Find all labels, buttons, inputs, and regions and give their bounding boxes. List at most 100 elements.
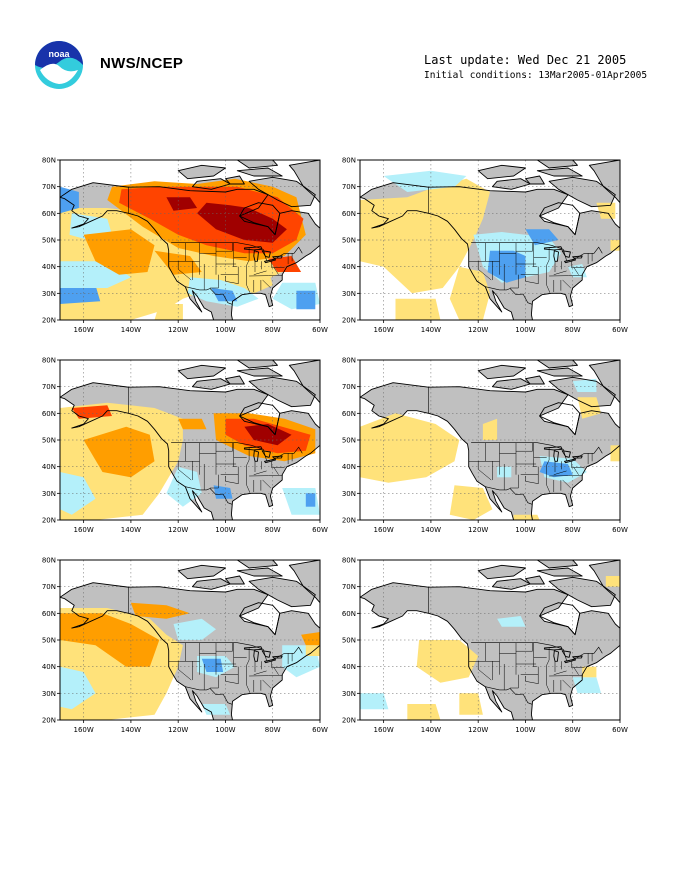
lat-tick-label: 30N: [342, 690, 356, 698]
coastline: [60, 582, 320, 720]
arctic-island: [178, 165, 226, 179]
greenland: [289, 160, 320, 203]
lat-tick-label: 20N: [42, 717, 56, 725]
state-border: [210, 474, 219, 489]
lat-tick-label: 30N: [42, 690, 56, 698]
coastline: [477, 164, 526, 180]
border-line: [485, 686, 533, 705]
arctic-island: [492, 178, 531, 190]
lon-tick-label: 60W: [612, 326, 628, 334]
border-line: [471, 442, 603, 462]
great-lake: [243, 446, 263, 451]
state-border: [533, 642, 537, 667]
coastline: [525, 575, 545, 585]
greenland: [589, 160, 620, 203]
state-border: [246, 648, 250, 676]
state-border: [562, 679, 571, 689]
lat-tick-label: 20N: [42, 517, 56, 525]
great-lake: [553, 450, 559, 462]
coastline: [177, 364, 226, 380]
state-border: [273, 267, 279, 275]
state-border: [216, 442, 233, 452]
lat-tick-label: 20N: [42, 317, 56, 325]
initial-conditions-text: Initial conditions: 13Mar2005-01Apr2005: [424, 70, 648, 81]
border-line: [471, 642, 603, 662]
lon-tick-label: 160W: [373, 326, 393, 334]
state-border: [246, 476, 251, 493]
anomaly-light-blue: [173, 618, 216, 640]
anomaly-blue: [296, 290, 316, 310]
great-lake: [561, 650, 571, 658]
lon-tick-label: 80W: [265, 526, 281, 534]
anomaly-blue: [201, 658, 224, 672]
greenland: [289, 560, 320, 603]
anomaly-red-orange: [268, 256, 302, 272]
hudson-bay: [239, 402, 281, 436]
coastline: [588, 560, 620, 604]
state-border: [216, 642, 233, 652]
state-border: [516, 442, 533, 452]
lat-tick-label: 60N: [342, 210, 356, 218]
great-lake: [261, 450, 271, 458]
lat-tick-label: 60N: [42, 410, 56, 418]
state-border: [546, 648, 550, 676]
lat-tick-label: 50N: [42, 437, 56, 445]
coastline: [588, 160, 620, 204]
coastline: [191, 378, 231, 390]
great-lake: [553, 650, 559, 662]
anomaly-light-orange: [395, 298, 441, 320]
land-neutral: [360, 582, 620, 720]
anomaly-light-blue: [360, 693, 389, 710]
hudson-bay: [239, 602, 281, 636]
anomaly-light-orange: [610, 240, 620, 251]
coastline: [536, 167, 583, 177]
state-border: [233, 642, 237, 667]
lat-tick-label: 80N: [42, 357, 56, 365]
anomaly-light-blue: [60, 666, 96, 710]
great-lake: [553, 250, 559, 262]
state-border: [210, 274, 219, 289]
lon-tick-label: 100W: [515, 526, 535, 534]
lon-tick-label: 140W: [121, 526, 141, 534]
lat-tick-label: 70N: [342, 183, 356, 191]
anomaly-light-orange: [605, 576, 620, 587]
anomaly-light-orange: [596, 202, 616, 219]
state-border: [216, 242, 233, 252]
last-update-text: Last update: Wed Dec 21 2005: [424, 53, 627, 67]
great-lake: [243, 246, 263, 251]
lat-tick-label: 30N: [42, 290, 56, 298]
lat-tick-label: 50N: [42, 637, 56, 645]
anomaly-light-blue: [60, 472, 96, 515]
lon-tick-label: 80W: [265, 326, 281, 334]
anomaly-light-orange: [482, 418, 498, 440]
lon-tick-label: 120W: [168, 526, 188, 534]
lat-tick-label: 40N: [342, 663, 356, 671]
state-border: [177, 261, 192, 281]
coastline: [236, 560, 278, 569]
coastline: [360, 382, 620, 520]
coastline: [536, 367, 583, 377]
lat-tick-label: 80N: [342, 357, 356, 365]
state-border: [525, 476, 539, 484]
lon-tick-label: 160W: [73, 726, 93, 734]
state-border: [553, 270, 567, 275]
coastline: [288, 360, 320, 404]
anomaly-light-orange: [459, 693, 483, 715]
great-lake: [253, 450, 259, 462]
state-border: [262, 679, 271, 689]
lat-tick-label: 80N: [42, 557, 56, 565]
coastline: [536, 360, 578, 369]
anomaly-blue: [60, 285, 101, 304]
lon-tick-label: 60W: [312, 526, 328, 534]
lon-tick-label: 160W: [373, 726, 393, 734]
coastline: [288, 160, 320, 204]
baffin-island: [249, 577, 316, 607]
coastline: [491, 578, 531, 590]
coastline: [60, 382, 320, 520]
border-line: [171, 642, 303, 662]
lat-tick-label: 40N: [342, 463, 356, 471]
lat-tick-label: 50N: [342, 237, 356, 245]
border-line: [485, 286, 533, 305]
border-line: [185, 686, 233, 705]
state-border: [562, 279, 571, 289]
